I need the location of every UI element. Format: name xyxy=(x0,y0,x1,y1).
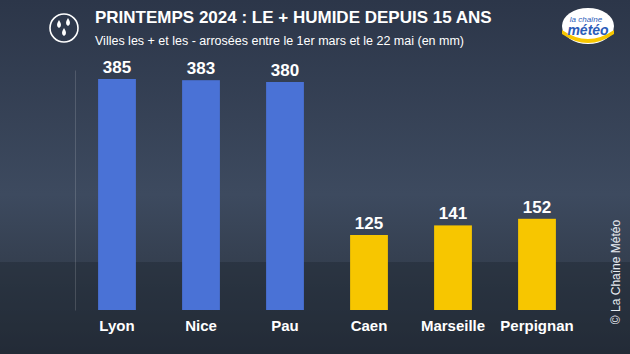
x-axis: Lyon Nice Pau Caen Marseille Perpignan xyxy=(99,310,573,334)
logo: la chaînemétéo xyxy=(562,8,614,44)
x-tick-label: Perpignan xyxy=(500,317,573,334)
y-axis xyxy=(75,71,76,311)
data-label: 385 xyxy=(103,58,131,77)
icon-drop xyxy=(66,18,70,26)
x-tick: Lyon xyxy=(99,310,134,334)
title: PRINTEMPS 2024 : LE + HUMIDE DEPUIS 15 A… xyxy=(95,8,492,27)
bar xyxy=(182,80,220,310)
x-tick: Caen xyxy=(351,310,388,334)
x-tick: Nice xyxy=(185,310,217,334)
bar xyxy=(350,235,388,310)
x-tick: Perpignan xyxy=(500,310,573,334)
copyright: © La Chaîne Météo xyxy=(609,220,623,325)
bar xyxy=(266,82,304,310)
icon-drop xyxy=(62,28,66,36)
data-label: 152 xyxy=(523,198,551,217)
bar xyxy=(518,219,556,310)
bar xyxy=(98,79,136,310)
subtitle: Villes les + et les - arrosées entre le … xyxy=(95,34,464,48)
data-label: 125 xyxy=(355,214,383,233)
x-tick-label: Lyon xyxy=(99,317,134,334)
data-label: 380 xyxy=(271,61,299,80)
background xyxy=(0,0,630,354)
bar xyxy=(434,225,472,310)
x-tick-label: Caen xyxy=(351,317,388,334)
bars xyxy=(98,79,556,310)
x-tick-label: Marseille xyxy=(421,317,485,334)
data-label: 383 xyxy=(187,59,215,78)
logo-badge xyxy=(562,8,614,44)
x-tick-label: Pau xyxy=(271,317,299,334)
data-labels: 385 383 380 125 141 152 xyxy=(103,58,551,233)
logo-text: météo xyxy=(567,22,609,38)
data-label: 141 xyxy=(439,204,467,223)
chart-root: PRINTEMPS 2024 : LE + HUMIDE DEPUIS 15 A… xyxy=(0,0,630,354)
icon-circle xyxy=(50,14,78,42)
x-tick-label: Nice xyxy=(185,317,217,334)
x-tick: Marseille xyxy=(421,310,485,334)
rain-icon xyxy=(50,14,78,42)
x-tick: Pau xyxy=(271,310,299,334)
y-axis-line xyxy=(75,71,76,311)
icon-drop xyxy=(57,20,61,28)
